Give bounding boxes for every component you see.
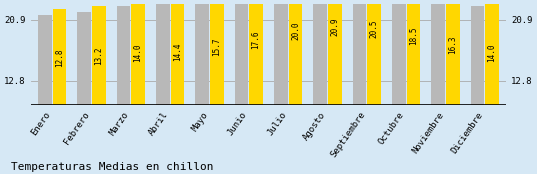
Bar <box>328 0 342 105</box>
Bar <box>392 0 406 105</box>
Text: 12.8: 12.8 <box>55 48 64 67</box>
Text: 20.0: 20.0 <box>291 21 300 40</box>
Text: 15.7: 15.7 <box>212 37 221 56</box>
Bar <box>38 15 52 105</box>
Text: 16.3: 16.3 <box>448 35 458 54</box>
Bar <box>288 0 302 105</box>
Text: 20.5: 20.5 <box>369 19 379 38</box>
Text: Temperaturas Medias en chillon: Temperaturas Medias en chillon <box>11 162 213 172</box>
Text: 20.9: 20.9 <box>330 18 339 36</box>
Bar <box>314 0 327 105</box>
Bar <box>171 0 184 105</box>
Bar <box>407 0 420 105</box>
Bar <box>446 0 460 105</box>
Bar <box>470 6 484 105</box>
Bar <box>117 6 130 105</box>
Text: 13.2: 13.2 <box>95 47 103 65</box>
Bar <box>274 0 288 105</box>
Text: 14.0: 14.0 <box>134 44 143 62</box>
Bar <box>92 6 106 105</box>
Bar <box>77 12 91 105</box>
Bar <box>431 0 445 105</box>
Text: 17.6: 17.6 <box>252 30 260 49</box>
Bar <box>156 4 170 105</box>
Bar <box>53 9 67 105</box>
Bar <box>353 0 366 105</box>
Bar <box>210 0 223 105</box>
Bar <box>195 0 209 105</box>
Text: 14.0: 14.0 <box>488 44 497 62</box>
Bar <box>235 0 249 105</box>
Text: 14.4: 14.4 <box>173 42 182 61</box>
Text: 18.5: 18.5 <box>409 27 418 45</box>
Bar <box>131 0 145 105</box>
Bar <box>249 0 263 105</box>
Bar <box>485 0 499 105</box>
Bar <box>367 0 381 105</box>
